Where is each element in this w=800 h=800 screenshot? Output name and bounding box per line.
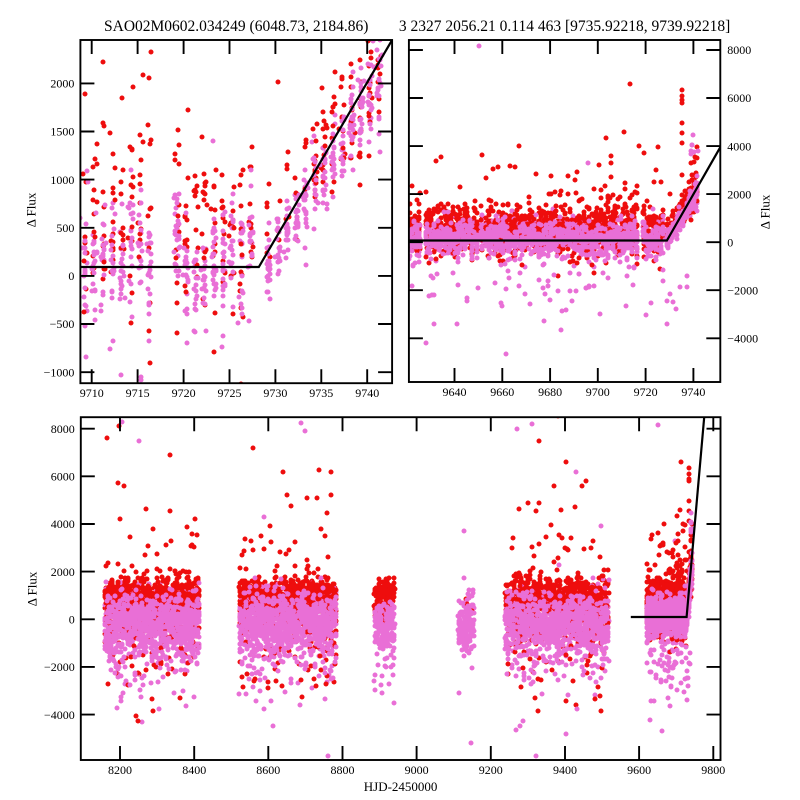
svg-text:3 2327 2056.21 0.114 463 [9735: 3 2327 2056.21 0.114 463 [9735.92218, 97… <box>399 18 730 35</box>
svg-text:9680: 9680 <box>538 385 562 399</box>
svg-text:4000: 4000 <box>727 139 751 153</box>
svg-text:9740: 9740 <box>355 386 379 400</box>
svg-text:9720: 9720 <box>172 386 196 400</box>
svg-text:9400: 9400 <box>553 763 577 777</box>
svg-text:9725: 9725 <box>218 386 242 400</box>
svg-text:2000: 2000 <box>50 77 74 91</box>
svg-text:−4000: −4000 <box>727 332 758 346</box>
svg-text:8600: 8600 <box>256 763 280 777</box>
svg-text:−4000: −4000 <box>44 708 75 722</box>
svg-text:−500: −500 <box>50 317 75 331</box>
svg-text:9200: 9200 <box>479 763 503 777</box>
svg-text:9700: 9700 <box>586 385 610 399</box>
svg-text:9735: 9735 <box>309 386 333 400</box>
svg-text:2000: 2000 <box>51 565 75 579</box>
svg-text:9730: 9730 <box>263 386 287 400</box>
svg-text:9720: 9720 <box>634 385 658 399</box>
svg-text:9800: 9800 <box>701 763 725 777</box>
svg-text:0: 0 <box>69 613 75 627</box>
svg-text:2000: 2000 <box>727 187 751 201</box>
svg-text:Δ Flux: Δ Flux <box>758 194 773 229</box>
svg-text:9640: 9640 <box>443 385 467 399</box>
svg-text:0: 0 <box>68 269 74 283</box>
svg-text:6000: 6000 <box>51 470 75 484</box>
svg-text:9000: 9000 <box>405 763 429 777</box>
svg-text:9710: 9710 <box>80 386 104 400</box>
svg-text:8800: 8800 <box>331 763 355 777</box>
svg-text:8200: 8200 <box>108 763 132 777</box>
svg-text:8000: 8000 <box>727 43 751 57</box>
svg-text:0: 0 <box>727 235 733 249</box>
svg-text:8000: 8000 <box>51 422 75 436</box>
svg-text:9660: 9660 <box>490 385 514 399</box>
svg-text:1500: 1500 <box>50 125 74 139</box>
svg-text:SAO02M0602.034249 (6048.73, 21: SAO02M0602.034249 (6048.73, 2184.86) <box>104 18 368 35</box>
svg-text:−1000: −1000 <box>44 365 75 379</box>
svg-text:1000: 1000 <box>50 173 74 187</box>
svg-text:4000: 4000 <box>51 517 75 531</box>
svg-text:Δ Flux: Δ Flux <box>25 571 40 606</box>
svg-text:Δ Flux: Δ Flux <box>24 192 39 227</box>
svg-text:9600: 9600 <box>627 763 651 777</box>
svg-text:6000: 6000 <box>727 91 751 105</box>
svg-text:HJD-2450000: HJD-2450000 <box>364 779 438 794</box>
svg-text:9740: 9740 <box>681 385 705 399</box>
svg-text:9715: 9715 <box>126 386 150 400</box>
svg-text:−2000: −2000 <box>727 283 758 297</box>
svg-text:8400: 8400 <box>182 763 206 777</box>
svg-text:500: 500 <box>56 221 74 235</box>
svg-text:−2000: −2000 <box>44 660 75 674</box>
